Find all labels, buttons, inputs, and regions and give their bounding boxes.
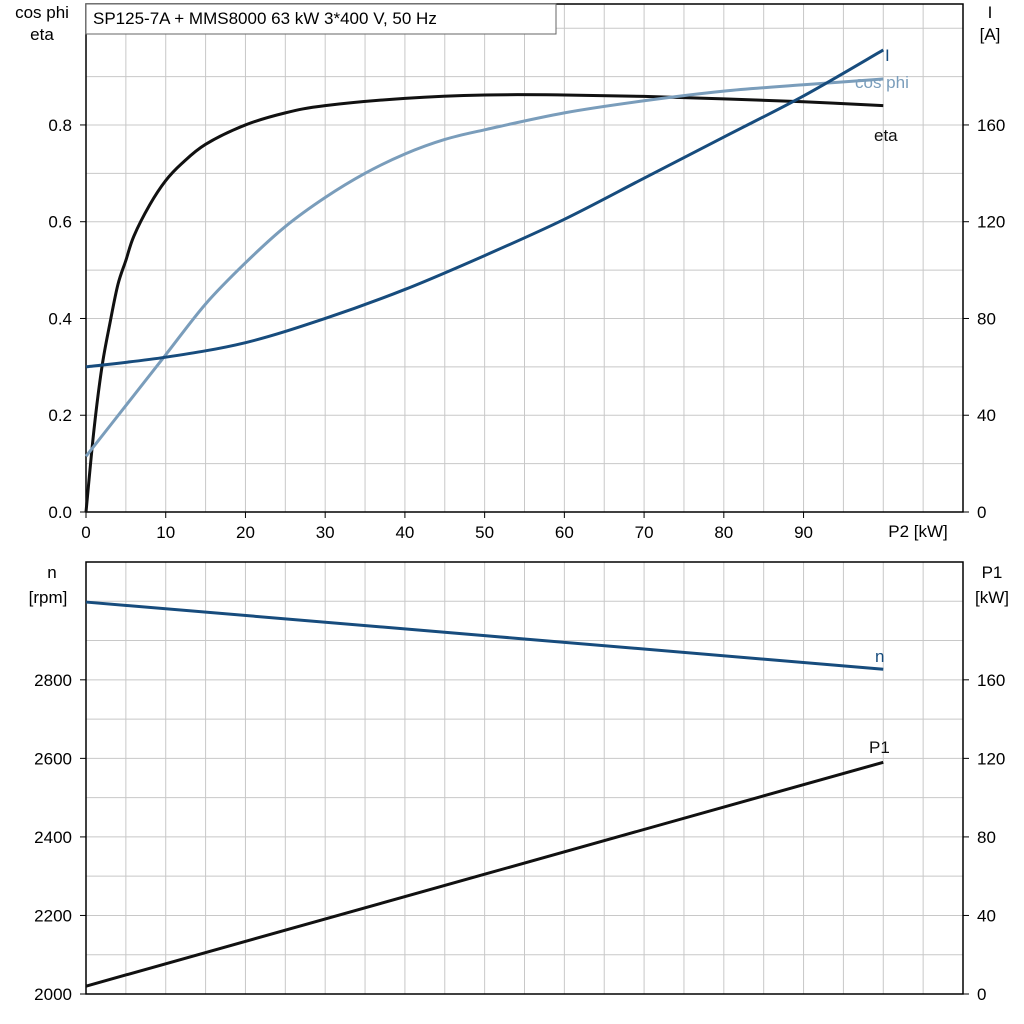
tick-label-right: 80: [977, 309, 996, 328]
series-label-n: n: [875, 647, 884, 666]
tick-label-left: 2800: [34, 671, 72, 690]
top-left-tick-labels: 0.0 0.2 0.4 0.6 0.8: [48, 116, 86, 522]
series-line-p1: [85, 760, 884, 988]
tick-label-x: 20: [236, 523, 255, 542]
tick-label-right: 0: [977, 985, 986, 1004]
tick-label-right: 40: [977, 906, 996, 925]
top-x-tick-labels: 0 10 20 30 40 50 60 70 80 90: [81, 512, 813, 542]
tick-label-x: 90: [794, 523, 813, 542]
tick-label-x: 0: [81, 523, 90, 542]
series-label-i: I: [885, 46, 890, 65]
tick-label-x: 30: [316, 523, 335, 542]
top-right-tick-labels: 0 40 80 120 160: [963, 116, 1005, 522]
bottom-chart-series: [85, 600, 884, 988]
tick-label-left: 0.0: [48, 503, 72, 522]
tick-label-left: 0.2: [48, 406, 72, 425]
tick-label-right: 160: [977, 671, 1005, 690]
top-right-axis-label-line1: I: [988, 3, 993, 22]
tick-label-left: 2000: [34, 985, 72, 1004]
top-chart-grid: [86, 4, 963, 512]
bottom-right-axis-label-line2: [kW]: [975, 588, 1009, 607]
tick-label-left: 2600: [34, 749, 72, 768]
tick-label-x: 60: [555, 523, 574, 542]
top-left-axis-label-line1: cos phi: [15, 3, 69, 22]
tick-label-right: 80: [977, 828, 996, 847]
bottom-right-axis-label-line1: P1: [982, 563, 1003, 582]
tick-label-left: 2400: [34, 828, 72, 847]
bottom-chart: 2000 2200 2400 2600 2800 0 40 80 120 160 n [rpm]…: [29, 561, 1009, 1004]
tick-label-left: 0.8: [48, 116, 72, 135]
tick-label-right: 120: [977, 749, 1005, 768]
top-x-axis-label: P2 [kW]: [888, 522, 948, 541]
chart-title: SP125-7A + MMS8000 63 kW 3*400 V, 50 Hz: [93, 9, 437, 28]
series-line-n: [85, 600, 884, 671]
tick-label-right: 40: [977, 406, 996, 425]
bottom-right-tick-labels: 0 40 80 120 160: [963, 671, 1005, 1004]
bottom-chart-frame: [85, 561, 964, 995]
tick-label-left: 0.6: [48, 213, 72, 232]
chart-title-box: [85, 3, 557, 35]
tick-label-left: 2200: [34, 906, 72, 925]
series-label-cos-phi: cos phi: [855, 73, 909, 92]
tick-label-left: 0.4: [48, 309, 72, 328]
series-line-cos-phi: [84, 77, 884, 458]
top-right-axis-label-line2: [A]: [980, 25, 1001, 44]
tick-label-x: 10: [156, 523, 175, 542]
top-chart: 0 10 20 30 40 50 60 70 80 90 0.0 0.2 0.4 0.6 0.8 0 40 8…: [15, 3, 1005, 542]
tick-label-x: 50: [475, 523, 494, 542]
series-line-i: [85, 48, 885, 369]
tick-label-x: 70: [635, 523, 654, 542]
bottom-left-tick-labels: 2000 2200 2400 2600 2800: [34, 671, 86, 1004]
series-label-p1: P1: [869, 738, 890, 757]
tick-label-right: 0: [977, 503, 986, 522]
top-left-axis-label-line2: eta: [30, 25, 54, 44]
series-line-eta: [84, 93, 884, 513]
bottom-left-axis-label-line2: [rpm]: [29, 588, 68, 607]
top-chart-series: [84, 48, 885, 513]
tick-label-right: 160: [977, 116, 1005, 135]
tick-label-x: 80: [714, 523, 733, 542]
bottom-left-axis-label-line1: n: [47, 563, 56, 582]
bottom-chart-grid: [86, 562, 963, 994]
tick-label-x: 40: [395, 523, 414, 542]
tick-label-right: 120: [977, 213, 1005, 232]
series-label-eta: eta: [874, 126, 898, 145]
